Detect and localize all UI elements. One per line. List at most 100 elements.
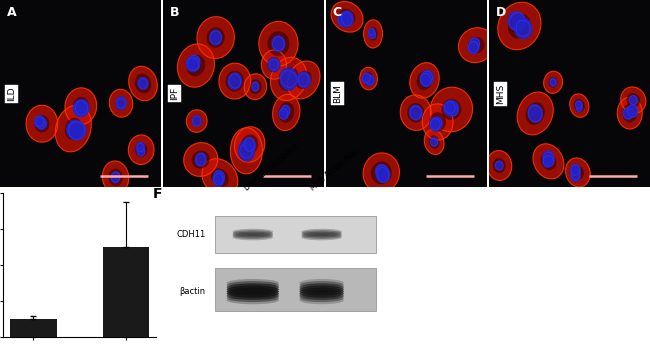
Ellipse shape — [136, 147, 146, 157]
Ellipse shape — [493, 158, 506, 173]
Ellipse shape — [270, 57, 307, 100]
Ellipse shape — [202, 159, 238, 196]
Ellipse shape — [227, 281, 279, 289]
Ellipse shape — [574, 99, 585, 112]
Ellipse shape — [441, 99, 461, 120]
Ellipse shape — [192, 115, 202, 127]
Ellipse shape — [526, 102, 545, 125]
Text: B: B — [170, 6, 179, 19]
Ellipse shape — [422, 104, 453, 140]
Text: Dermal Fibroblast: Dermal Fibroblast — [242, 142, 300, 193]
Ellipse shape — [376, 166, 391, 183]
Ellipse shape — [618, 97, 642, 129]
Ellipse shape — [359, 67, 378, 90]
Ellipse shape — [227, 72, 242, 90]
Ellipse shape — [227, 288, 279, 295]
Ellipse shape — [73, 97, 89, 116]
Ellipse shape — [542, 154, 555, 168]
Ellipse shape — [407, 103, 424, 122]
Ellipse shape — [508, 11, 526, 32]
Ellipse shape — [363, 153, 400, 193]
Ellipse shape — [238, 140, 255, 161]
Ellipse shape — [369, 27, 378, 41]
Ellipse shape — [469, 37, 480, 51]
Ellipse shape — [302, 235, 342, 240]
Ellipse shape — [192, 116, 202, 126]
Ellipse shape — [339, 9, 356, 25]
Ellipse shape — [300, 288, 344, 295]
Ellipse shape — [514, 17, 532, 39]
Ellipse shape — [197, 17, 235, 58]
Ellipse shape — [369, 30, 376, 40]
Ellipse shape — [278, 102, 294, 123]
Ellipse shape — [207, 27, 225, 48]
Ellipse shape — [443, 100, 457, 115]
Ellipse shape — [280, 67, 298, 91]
Ellipse shape — [227, 296, 279, 304]
Ellipse shape — [137, 77, 149, 90]
Ellipse shape — [272, 94, 300, 130]
Ellipse shape — [623, 107, 634, 120]
Ellipse shape — [68, 121, 86, 140]
Ellipse shape — [259, 21, 298, 66]
Ellipse shape — [533, 144, 564, 179]
Ellipse shape — [261, 50, 287, 79]
Ellipse shape — [65, 88, 97, 125]
Ellipse shape — [73, 100, 88, 117]
Ellipse shape — [300, 296, 344, 304]
Ellipse shape — [34, 115, 46, 128]
Text: F: F — [153, 187, 162, 201]
Ellipse shape — [339, 10, 354, 28]
Ellipse shape — [375, 164, 390, 182]
Ellipse shape — [296, 71, 311, 89]
Ellipse shape — [34, 115, 49, 132]
Ellipse shape — [302, 233, 342, 239]
Ellipse shape — [570, 168, 581, 182]
Ellipse shape — [331, 1, 363, 32]
Ellipse shape — [421, 69, 434, 85]
Ellipse shape — [185, 56, 200, 72]
Ellipse shape — [575, 100, 583, 109]
Ellipse shape — [227, 279, 279, 287]
Ellipse shape — [430, 87, 473, 132]
Ellipse shape — [192, 150, 210, 169]
Ellipse shape — [409, 105, 423, 121]
Ellipse shape — [230, 128, 263, 174]
Ellipse shape — [400, 95, 432, 130]
Ellipse shape — [233, 233, 273, 239]
Ellipse shape — [109, 169, 123, 186]
Text: ILD: ILD — [6, 86, 16, 101]
Ellipse shape — [227, 283, 279, 291]
Bar — [214, 216, 376, 253]
Ellipse shape — [219, 63, 251, 99]
Ellipse shape — [300, 283, 344, 291]
Ellipse shape — [621, 87, 646, 114]
Ellipse shape — [268, 57, 280, 72]
Ellipse shape — [430, 137, 438, 147]
Ellipse shape — [111, 171, 121, 183]
Ellipse shape — [287, 61, 320, 99]
Ellipse shape — [267, 57, 280, 72]
Ellipse shape — [271, 35, 285, 52]
Ellipse shape — [227, 292, 279, 300]
Ellipse shape — [278, 108, 289, 120]
Ellipse shape — [73, 99, 90, 117]
Ellipse shape — [487, 151, 512, 180]
Ellipse shape — [417, 71, 432, 90]
Ellipse shape — [233, 229, 273, 235]
Ellipse shape — [213, 172, 224, 187]
Ellipse shape — [233, 232, 273, 237]
Ellipse shape — [300, 292, 344, 300]
Ellipse shape — [570, 94, 589, 117]
Ellipse shape — [241, 135, 258, 155]
Ellipse shape — [233, 235, 273, 240]
Ellipse shape — [363, 20, 382, 48]
Ellipse shape — [55, 105, 92, 152]
Ellipse shape — [116, 97, 127, 110]
Text: IPF: IPF — [170, 87, 179, 100]
Ellipse shape — [213, 170, 225, 184]
Bar — [103, 247, 150, 337]
Ellipse shape — [302, 230, 342, 236]
Ellipse shape — [109, 89, 133, 117]
Ellipse shape — [115, 96, 127, 110]
